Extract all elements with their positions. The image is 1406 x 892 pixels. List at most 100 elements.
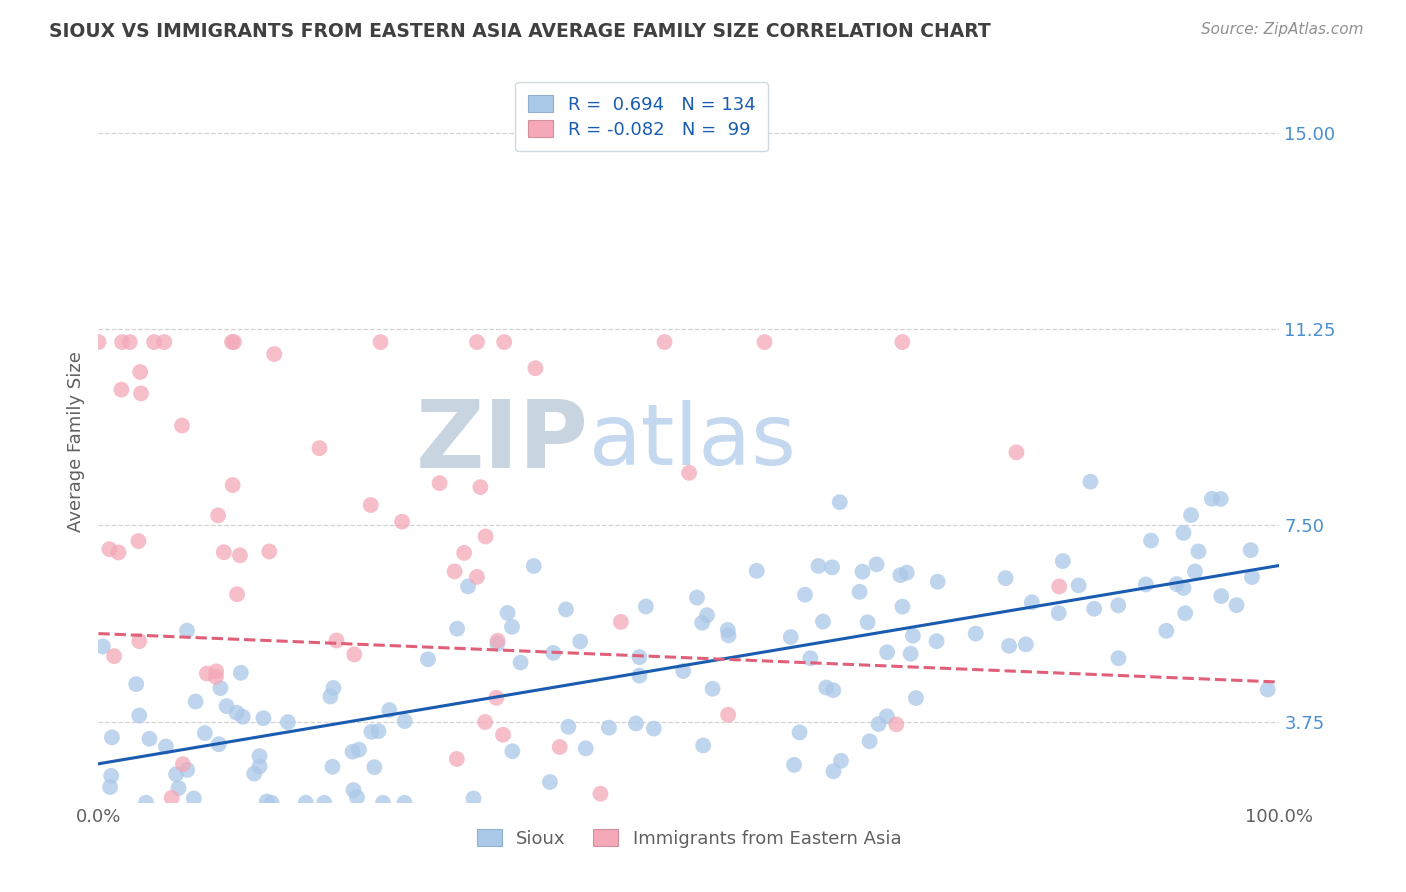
Point [176, 763, 198, 777]
Point [188, 806, 211, 821]
Point [138, 731, 160, 746]
Legend: Sioux, Immigrants from Eastern Asia: Sioux, Immigrants from Eastern Asia [470, 822, 908, 855]
Point [692, 739, 714, 753]
Point [823, 764, 845, 779]
Point [314, 796, 336, 810]
Point [146, 806, 169, 821]
Point [225, 706, 247, 720]
Point [865, 558, 887, 572]
Point [763, 806, 786, 821]
Point [589, 787, 612, 801]
Point [239, 806, 262, 821]
Point [575, 741, 598, 756]
Point [221, 478, 243, 492]
Point [851, 565, 873, 579]
Point [212, 545, 235, 559]
Point [717, 623, 740, 637]
Point [215, 699, 238, 714]
Point [165, 767, 187, 781]
Point [208, 737, 231, 751]
Point [155, 739, 177, 754]
Point [107, 545, 129, 559]
Point [325, 633, 347, 648]
Point [363, 760, 385, 774]
Point [889, 568, 911, 582]
Point [174, 806, 197, 821]
Point [754, 334, 776, 349]
Point [252, 711, 274, 725]
Point [229, 549, 252, 563]
Point [378, 806, 401, 821]
Point [821, 560, 844, 574]
Point [783, 757, 806, 772]
Point [927, 574, 949, 589]
Point [170, 418, 193, 433]
Point [523, 559, 546, 574]
Point [222, 334, 245, 349]
Point [342, 745, 364, 759]
Point [165, 806, 187, 821]
Point [1225, 598, 1247, 612]
Point [740, 806, 762, 821]
Point [205, 665, 228, 679]
Point [891, 599, 914, 614]
Point [779, 630, 801, 644]
Point [128, 634, 150, 648]
Point [876, 645, 898, 659]
Point [643, 722, 665, 736]
Point [212, 806, 235, 821]
Point [562, 806, 585, 821]
Point [249, 749, 271, 764]
Point [463, 791, 485, 805]
Point [494, 334, 516, 349]
Point [319, 690, 342, 704]
Point [807, 558, 830, 573]
Point [901, 629, 924, 643]
Point [118, 334, 141, 349]
Point [260, 796, 283, 810]
Point [815, 681, 838, 695]
Point [702, 681, 724, 696]
Point [859, 734, 882, 748]
Point [696, 608, 718, 623]
Point [925, 634, 948, 648]
Point [501, 620, 523, 634]
Point [950, 806, 973, 821]
Point [1052, 554, 1074, 568]
Point [183, 791, 205, 805]
Point [209, 681, 232, 695]
Point [87, 806, 110, 821]
Point [453, 546, 475, 560]
Point [737, 806, 759, 821]
Point [256, 806, 278, 821]
Point [176, 624, 198, 638]
Point [965, 626, 987, 640]
Point [336, 806, 359, 821]
Point [343, 806, 366, 821]
Point [104, 806, 127, 821]
Point [205, 670, 228, 684]
Point [172, 757, 194, 772]
Point [654, 334, 676, 349]
Point [1005, 445, 1028, 459]
Point [609, 806, 631, 821]
Point [135, 796, 157, 810]
Point [146, 806, 169, 821]
Point [143, 334, 166, 349]
Point [1067, 578, 1090, 592]
Point [136, 806, 159, 821]
Point [394, 796, 416, 810]
Point [103, 649, 125, 664]
Point [555, 602, 578, 616]
Point [1211, 589, 1233, 603]
Point [416, 652, 439, 666]
Point [1080, 475, 1102, 489]
Point [129, 365, 152, 379]
Point [886, 717, 908, 731]
Point [98, 542, 121, 557]
Point [256, 795, 278, 809]
Point [322, 681, 344, 695]
Point [1173, 581, 1195, 595]
Point [232, 710, 254, 724]
Point [557, 720, 579, 734]
